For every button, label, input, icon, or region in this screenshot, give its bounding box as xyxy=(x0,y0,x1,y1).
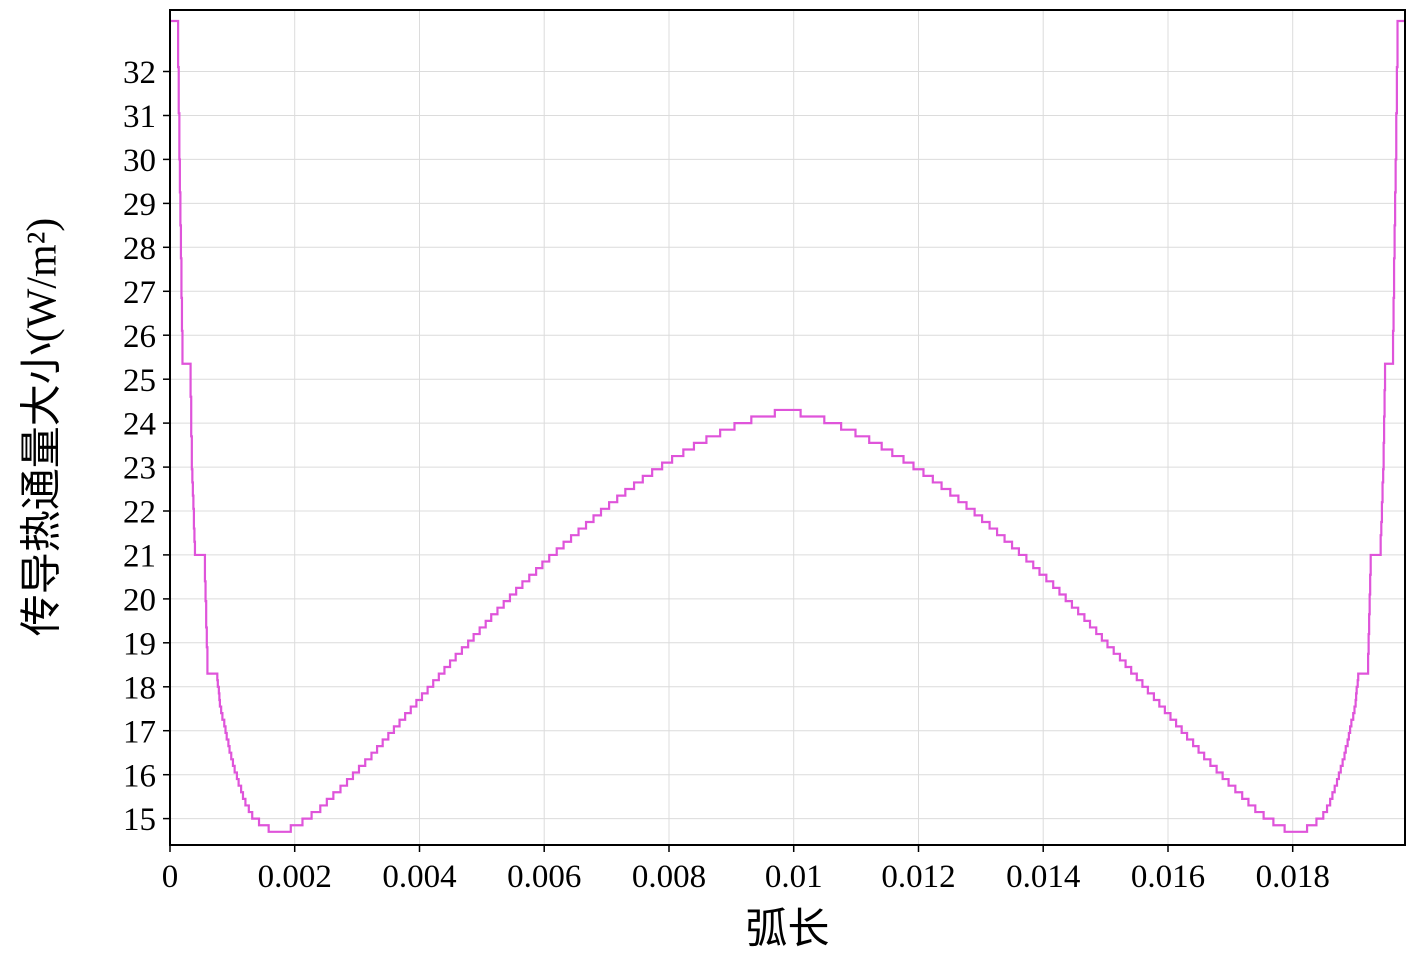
y-tick-label: 25 xyxy=(123,363,156,399)
y-tick-label: 27 xyxy=(123,275,156,311)
x-tick-label: 0.012 xyxy=(881,859,955,895)
y-tick-label: 26 xyxy=(123,319,156,355)
x-tick-label: 0.006 xyxy=(507,859,581,895)
y-tick-label: 23 xyxy=(123,451,156,487)
x-tick-label: 0.01 xyxy=(765,859,823,895)
y-tick-label: 18 xyxy=(123,670,156,706)
y-tick-label: 30 xyxy=(123,143,156,179)
plot-frame xyxy=(169,9,1406,846)
x-tick-label: 0.018 xyxy=(1256,859,1330,895)
heat-flux-curve xyxy=(170,19,1405,833)
x-axis-title: 弧长 xyxy=(745,907,830,953)
x-tick-label: 0.004 xyxy=(382,859,456,895)
y-tick-label: 15 xyxy=(123,802,156,838)
x-tick-label: 0 xyxy=(162,859,179,895)
y-tick-label: 19 xyxy=(123,626,156,662)
y-tick-label: 22 xyxy=(123,495,156,531)
x-tick-label: 0.014 xyxy=(1006,859,1080,895)
y-tick-label: 32 xyxy=(123,55,156,91)
y-tick-label: 24 xyxy=(123,407,156,443)
x-tick-label: 0.008 xyxy=(632,859,706,895)
y-tick-label: 17 xyxy=(123,714,156,750)
y-tick-label: 16 xyxy=(123,758,156,794)
x-tick-label: 0.016 xyxy=(1131,859,1205,895)
y-tick-label: 31 xyxy=(123,99,156,135)
y-tick-label: 29 xyxy=(123,187,156,223)
y-axis-title: 传导热通量大小(W/m²) xyxy=(19,217,66,637)
x-tick-label: 0.002 xyxy=(258,859,332,895)
y-tick-label: 28 xyxy=(123,231,156,267)
y-tick-label: 20 xyxy=(123,582,156,618)
y-tick-label: 21 xyxy=(123,538,156,574)
